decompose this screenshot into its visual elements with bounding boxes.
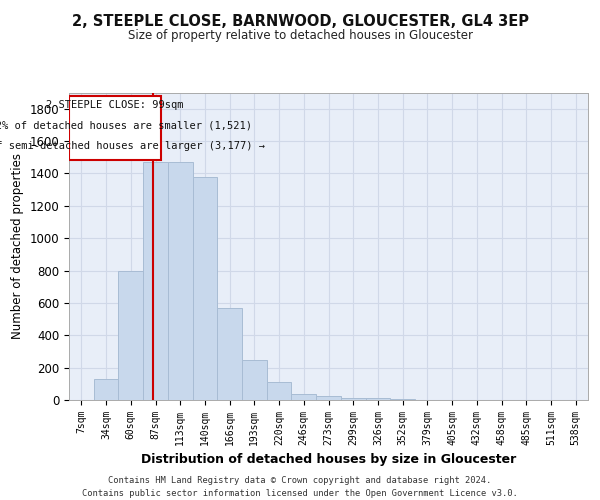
Bar <box>217 308 242 400</box>
Bar <box>193 176 217 400</box>
Bar <box>365 398 390 400</box>
Bar <box>242 360 267 400</box>
Bar <box>316 396 341 400</box>
Text: 2, STEEPLE CLOSE, BARNWOOD, GLOUCESTER, GL4 3EP: 2, STEEPLE CLOSE, BARNWOOD, GLOUCESTER, … <box>71 14 529 29</box>
Text: Contains HM Land Registry data © Crown copyright and database right 2024.
Contai: Contains HM Land Registry data © Crown c… <box>82 476 518 498</box>
Bar <box>69 96 161 160</box>
Bar <box>143 162 168 400</box>
Bar <box>168 162 193 400</box>
Text: 2 STEEPLE CLOSE: 99sqm: 2 STEEPLE CLOSE: 99sqm <box>46 100 184 110</box>
Bar <box>292 394 316 400</box>
Bar <box>341 398 365 400</box>
Bar <box>118 270 143 400</box>
Text: ← 32% of detached houses are smaller (1,521): ← 32% of detached houses are smaller (1,… <box>0 120 252 130</box>
Text: 67% of semi-detached houses are larger (3,177) →: 67% of semi-detached houses are larger (… <box>0 140 265 150</box>
Text: Size of property relative to detached houses in Gloucester: Size of property relative to detached ho… <box>128 29 473 42</box>
X-axis label: Distribution of detached houses by size in Gloucester: Distribution of detached houses by size … <box>141 454 516 466</box>
Bar <box>267 382 292 400</box>
Y-axis label: Number of detached properties: Number of detached properties <box>11 153 24 339</box>
Bar <box>390 399 415 400</box>
Bar <box>94 379 118 400</box>
